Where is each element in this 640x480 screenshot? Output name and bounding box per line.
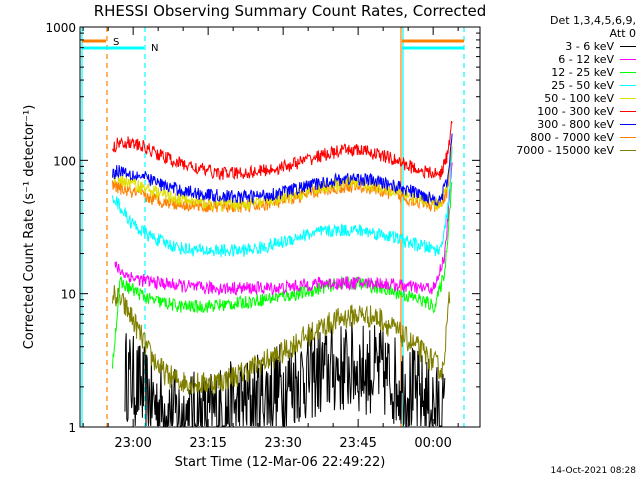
x-tick-label: 23:15 bbox=[189, 436, 226, 451]
legend-entry: 12 - 25 keV bbox=[484, 66, 636, 79]
legend-entry-label: 6 - 12 keV bbox=[558, 53, 614, 66]
legend: Det 1,3,4,5,6,9, Att 0 3 - 6 keV 6 - 12 k… bbox=[484, 14, 636, 157]
legend-swatch bbox=[620, 98, 636, 99]
x-tick-label: 23:30 bbox=[264, 436, 301, 451]
legend-swatch bbox=[620, 46, 636, 47]
series-line-3_6keV bbox=[124, 321, 446, 427]
x-tick-label: 23:45 bbox=[339, 436, 376, 451]
series-line-25_50keV bbox=[112, 149, 453, 258]
legend-entry-label: 12 - 25 keV bbox=[551, 66, 614, 79]
s-marker-label: S bbox=[113, 37, 119, 48]
series-line-100_300keV bbox=[112, 120, 453, 181]
legend-entry: 25 - 50 keV bbox=[484, 79, 636, 92]
chart-marks: SN bbox=[81, 27, 465, 427]
x-axis-label: Start Time (12-Mar-06 22:49:22) bbox=[174, 455, 386, 470]
legend-entry: 6 - 12 keV bbox=[484, 53, 636, 66]
legend-swatch bbox=[620, 72, 636, 73]
series-line-300_800keV bbox=[112, 133, 453, 207]
legend-entry: 3 - 6 keV bbox=[484, 40, 636, 53]
legend-entry-label: 7000 - 15000 keV bbox=[516, 144, 614, 157]
legend-swatch bbox=[620, 111, 636, 112]
legend-entry: 800 - 7000 keV bbox=[484, 131, 636, 144]
legend-swatch bbox=[620, 85, 636, 86]
legend-entry: 100 - 300 keV bbox=[484, 105, 636, 118]
x-tick-label: 23:00 bbox=[114, 436, 151, 451]
legend-entry: 300 - 800 keV bbox=[484, 118, 636, 131]
legend-entries: 3 - 6 keV 6 - 12 keV 12 - 25 keV 25 - 50 ke… bbox=[484, 40, 636, 157]
timestamp: 14-Oct-2021 08:28 bbox=[550, 466, 636, 476]
series-line-7000_15000keV bbox=[112, 285, 451, 395]
y-tick-label: 1000 bbox=[45, 21, 76, 35]
plot-frame bbox=[79, 26, 481, 428]
legend-header-line1: Det 1,3,4,5,6,9, bbox=[549, 14, 636, 27]
x-tick-label: 00:00 bbox=[414, 436, 451, 451]
series-line-6_12keV bbox=[114, 162, 453, 296]
legend-entry-label: 100 - 300 keV bbox=[537, 105, 614, 118]
legend-entry-label: 800 - 7000 keV bbox=[530, 131, 614, 144]
legend-entry-label: 50 - 100 keV bbox=[544, 92, 614, 105]
legend-swatch bbox=[620, 137, 636, 138]
legend-swatch bbox=[620, 59, 636, 60]
n-marker-label: N bbox=[151, 43, 158, 54]
y-tick-label: 1 bbox=[68, 421, 76, 435]
legend-entry-label: 300 - 800 keV bbox=[537, 118, 614, 131]
legend-entry: 7000 - 15000 keV bbox=[484, 144, 636, 157]
y-tick-label: 100 bbox=[53, 154, 76, 168]
legend-swatch bbox=[620, 124, 636, 125]
legend-header-line2: Att 0 bbox=[609, 27, 636, 40]
y-axis-label: Corrected Count Rate (s⁻¹ detector⁻¹) bbox=[22, 105, 37, 350]
chart-title: RHESSI Observing Summary Count Rates, Co… bbox=[93, 2, 487, 20]
legend-entry: 50 - 100 keV bbox=[484, 92, 636, 105]
chart-axes: 1 10 100 1000 23:00 23:15 23:30 23:45 00:00 bbox=[45, 21, 480, 451]
legend-entry-label: 25 - 50 keV bbox=[551, 79, 614, 92]
legend-entry-label: 3 - 6 keV bbox=[565, 40, 614, 53]
legend-swatch bbox=[620, 150, 636, 151]
y-tick-label: 10 bbox=[61, 288, 76, 302]
